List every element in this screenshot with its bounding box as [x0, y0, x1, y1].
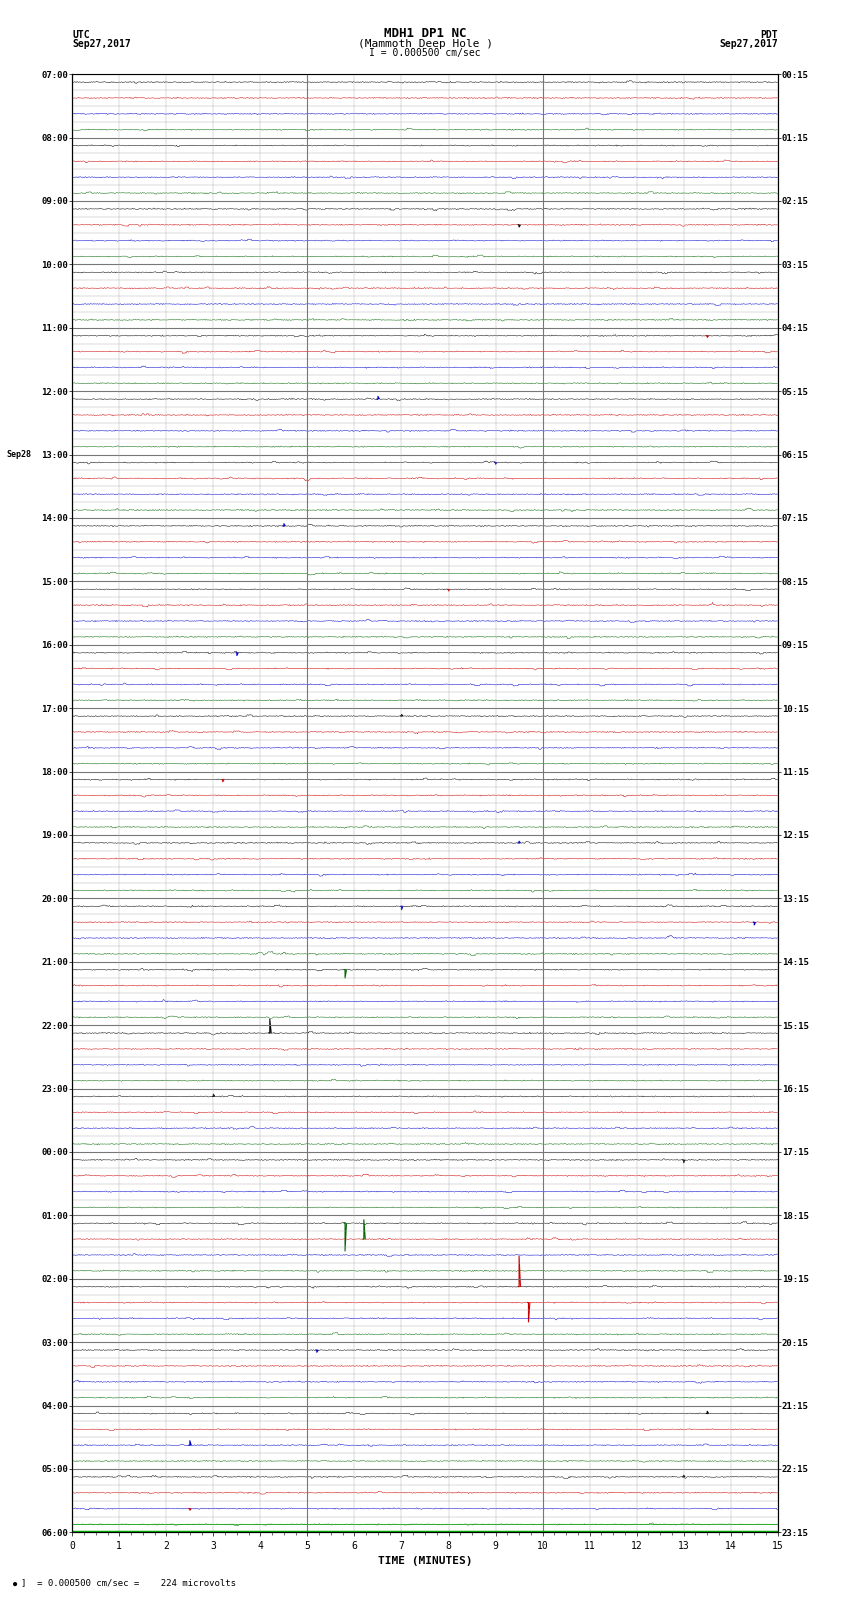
Text: Sep27,2017: Sep27,2017	[72, 39, 131, 50]
Text: UTC: UTC	[72, 29, 90, 39]
Text: Sep27,2017: Sep27,2017	[719, 39, 778, 50]
X-axis label: TIME (MINUTES): TIME (MINUTES)	[377, 1555, 473, 1566]
Text: ]  = 0.000500 cm/sec =    224 microvolts: ] = 0.000500 cm/sec = 224 microvolts	[21, 1578, 236, 1587]
Text: MDH1 DP1 NC: MDH1 DP1 NC	[383, 26, 467, 39]
Text: Sep28: Sep28	[6, 450, 31, 460]
Text: PDT: PDT	[760, 29, 778, 39]
Text: ●: ●	[13, 1581, 17, 1587]
Text: (Mammoth Deep Hole ): (Mammoth Deep Hole )	[358, 39, 492, 50]
Text: I = 0.000500 cm/sec: I = 0.000500 cm/sec	[369, 48, 481, 58]
